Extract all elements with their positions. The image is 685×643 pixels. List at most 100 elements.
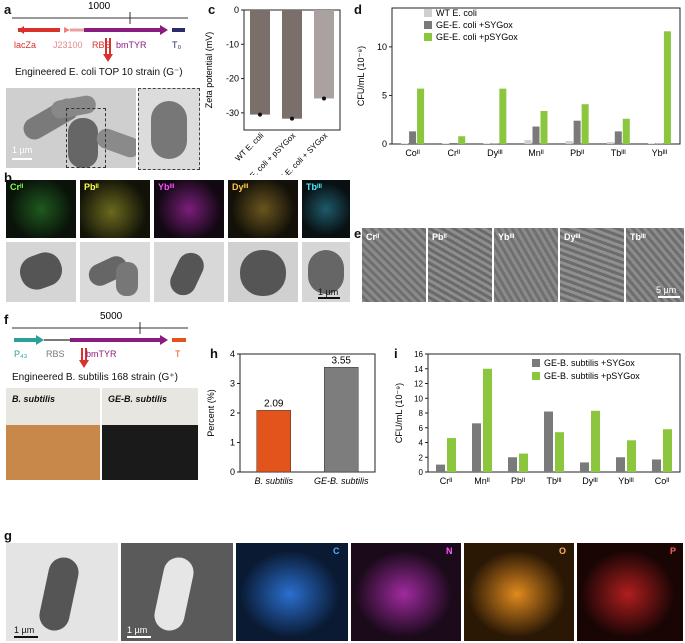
chart-d-bar [524,140,532,144]
chart-i-bar [652,459,661,472]
chart-c-bar [314,10,334,99]
panel-a-scalebar [12,158,32,160]
chart-h-ytick-label: 1 [230,438,235,448]
chart-i-bar [544,411,553,472]
chart-h-bar [324,367,359,473]
panel-letter-c: c [208,2,216,17]
chart-i-ytick-label: 6 [419,424,424,433]
sem-image-pb [428,228,492,302]
eds-map-c [236,543,348,641]
chart-h-ytick-label: 4 [230,349,235,359]
chart-i-bar [519,453,528,472]
chart-i-cfu-bsubtilis: 0 2 4 6 8 10 12 14 16 CFU/mL (10⁻⁹) Crᴵᴵ Mnᴵᴵ Pbᴵᴵ Tb… [394,350,681,486]
chart-c-bar [282,10,302,119]
panel-b-scalebar [318,297,340,299]
eds-label-n: N [446,546,453,556]
chart-c-ytick-label: 0 [234,5,239,15]
chart-d-xtick-label: Crᴵᴵ [447,148,460,158]
chart-c-point [290,116,294,121]
chart-i-bar [663,429,672,472]
chart-d-bar [622,118,630,144]
tem-image-dy [228,242,298,302]
panel-letter-b: b [4,170,12,185]
chart-i-ytick-label: 0 [419,468,424,477]
panel-letter-e: e [354,226,362,241]
eds-map-cr [6,180,76,238]
sem-label-tb: Tbᴵᴵᴵ [630,232,646,242]
eds-map-p [577,543,683,641]
eds-map-n [351,543,461,641]
panel-letter-g: g [4,528,12,543]
panel-g-scalebar-2 [127,636,151,638]
eds-label-c: C [333,546,340,556]
chart-i-ytick-label: 10 [414,394,423,403]
chart-c-ytick-label: -20 [226,74,239,84]
sem-label-yb: Ybᴵᴵᴵ [498,232,515,242]
chart-i-bar [616,457,625,472]
chart-h-ytick-label: 0 [230,467,235,477]
chart-d-xtick-label: Pbᴵᴵ [570,148,585,158]
chart-i-bar [447,438,456,472]
panel-a-ruler-value: 1000 [88,1,111,12]
sem-label-pb: Pbᴵᴵ [432,232,447,242]
chart-d-xtick-label: Mnᴵᴵ [528,148,544,158]
chart-i-bar [483,368,492,472]
chart-i-ytick-label: 14 [414,365,423,374]
flask-photo-bsubtilis: B. subtilis [6,388,100,480]
chart-i-ytick-label: 2 [419,453,424,462]
chart-i-ytick-label: 16 [414,350,423,359]
chart-h-ylabel: Percent (%) [206,389,216,437]
chart-i-ylabel: CFU/mL (10⁻⁹) [394,383,404,443]
panel-a-strain-label: Engineered E. coli TOP 10 strain (G⁻) [15,67,183,78]
chart-d-ytick-label: 10 [377,42,387,52]
gene-bmtyr-label: bmTYR [116,40,147,50]
chart-d-cfu-ecoli: 0 5 10 CFU/mL (10⁻⁹) Coᴵᴵ Crᴵᴵ Dyᴵᴵᴵ Mnᴵᴵ Pbᴵᴵ Tb… [356,7,681,158]
chart-h-ytick-label: 3 [230,379,235,389]
tem-image-pb [80,242,150,302]
chart-d-xtick-label: Dyᴵᴵᴵ [487,148,503,158]
panel-g-scale-label-2: 1 µm [127,625,148,635]
chart-i-xtick-label: Crᴵᴵ [440,476,453,486]
panel-letter-i: i [394,346,398,361]
tem-image-cr [6,242,76,302]
panel-a-plasmid-map [12,12,188,62]
chart-d-legend-label: WT E. coli [436,8,477,18]
chart-c-ytick-label: -30 [226,108,239,118]
chart-d-bar [663,31,671,144]
panel-a-scale-label: 1 µm [12,145,33,155]
chart-i-xtick-label: Ybᴵᴵᴵ [618,476,634,486]
chart-d-xtick-label: Ybᴵᴵᴵ [652,148,668,158]
chart-c-point [322,96,326,101]
chart-d-bar [499,88,507,144]
chart-d-xtick-label: Tbᴵᴵᴵ [611,148,627,158]
chart-i-legend-label: GE-B. subtilis +SYGox [544,358,635,368]
chart-i-bar [436,464,445,472]
chart-h-xtick-label: GE-B. subtilis [314,476,369,486]
chart-d-bar [417,88,425,144]
chart-d-bar [565,141,573,144]
chart-c-point [258,112,262,117]
gene-rbs-label: RBS [92,40,111,50]
tem-image-bsubtilis [6,543,118,641]
chart-i-bar [555,432,564,472]
chart-d-bar [581,104,589,144]
chart-i-bar [472,423,481,472]
chart-d-legend-label: GE-E. coli +SYGox [436,20,513,30]
chart-h-percent: 0 1 2 3 4 Percent (%) 2.09 B. subtilis 3.55 GE-B.… [206,349,376,486]
panel-letter-d: d [354,2,362,17]
eds-label-tb: Tbᴵᴵᴵ [306,182,322,192]
panel-e-scale-label: 5 µm [656,285,677,295]
gene-t-label: T [175,349,181,359]
eds-map-dy [228,180,298,238]
chart-i-ytick-label: 8 [419,409,424,418]
eds-label-p: P [670,546,677,556]
panel-letter-a: a [4,2,12,17]
chart-i-bar [508,457,517,472]
chart-i-bar [580,462,589,472]
flask-right-label: GE-B. subtilis [108,394,168,404]
eds-label-dy: Dyᴵᴵᴵ [232,182,249,192]
panel-f-plasmid-map [12,322,188,368]
gene-lacza-label: lacZa [14,40,37,50]
chart-d-legend-swatch [424,33,432,41]
chart-d-legend-label: GE-E. coli +pSYGox [436,32,518,42]
